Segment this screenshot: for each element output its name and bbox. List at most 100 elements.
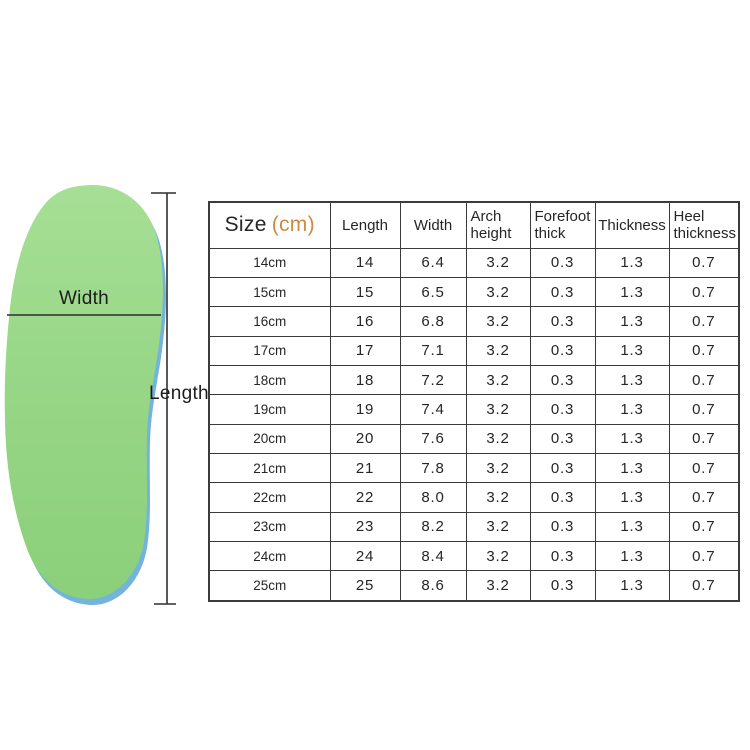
table-row: 17cm 17 7.1 3.2 0.3 1.3 0.7: [208, 335, 740, 366]
table-row: 24cm 24 8.4 3.2 0.3 1.3 0.7: [208, 540, 740, 572]
value-cell: 1.3: [594, 570, 670, 602]
value-cell: 0.3: [529, 394, 596, 425]
size-table: Size (cm) Length Width Arch height Forefoot …: [208, 201, 740, 602]
table-row: 16cm 16 6.8 3.2 0.3 1.3 0.7: [208, 306, 740, 337]
value-cell: 20: [329, 423, 401, 454]
value-cell: 1.3: [594, 276, 670, 308]
value-cell: 1.3: [594, 423, 670, 454]
table-row: 14cm 14 6.4 3.2 0.3 1.3 0.7: [208, 247, 740, 278]
value-cell: 1.3: [594, 247, 670, 278]
size-header-text: Size: [224, 213, 267, 237]
column-header: Width: [399, 201, 467, 249]
value-cell: 7.8: [399, 452, 467, 484]
value-cell: 0.7: [668, 364, 740, 396]
table-row: 19cm 19 7.4 3.2 0.3 1.3 0.7: [208, 394, 740, 425]
insole-diagram: [4, 184, 176, 606]
value-cell: 8.6: [399, 570, 467, 602]
value-cell: 15: [329, 276, 401, 308]
table-row: 23cm 23 8.2 3.2 0.3 1.3 0.7: [208, 511, 740, 542]
value-cell: 0.7: [668, 482, 740, 513]
size-cell: 23cm: [208, 511, 331, 542]
value-cell: 3.2: [465, 247, 531, 278]
value-cell: 7.1: [399, 335, 467, 366]
size-column-header: Size (cm): [208, 201, 331, 249]
value-cell: 17: [329, 335, 401, 366]
size-cell: 24cm: [208, 540, 331, 572]
value-cell: 3.2: [465, 364, 531, 396]
table-row: 20cm 20 7.6 3.2 0.3 1.3 0.7: [208, 423, 740, 454]
value-cell: 3.2: [465, 276, 531, 308]
value-cell: 1.3: [594, 511, 670, 542]
value-cell: 1.3: [594, 482, 670, 513]
value-cell: 0.7: [668, 511, 740, 542]
value-cell: 8.0: [399, 482, 467, 513]
value-cell: 3.2: [465, 306, 531, 337]
size-cell: 22cm: [208, 482, 331, 513]
value-cell: 19: [329, 394, 401, 425]
size-header-unit: (cm): [271, 213, 315, 237]
value-cell: 1.3: [594, 335, 670, 366]
value-cell: 6.8: [399, 306, 467, 337]
column-header: Forefoot thick: [529, 201, 596, 249]
value-cell: 7.2: [399, 364, 467, 396]
size-cell: 16cm: [208, 306, 331, 337]
value-cell: 8.2: [399, 511, 467, 542]
value-cell: 16: [329, 306, 401, 337]
value-cell: 8.4: [399, 540, 467, 572]
table-row: 18cm 18 7.2 3.2 0.3 1.3 0.7: [208, 364, 740, 396]
value-cell: 0.3: [529, 570, 596, 602]
insole-shape: [4, 184, 163, 600]
value-cell: 3.2: [465, 452, 531, 484]
value-cell: 0.3: [529, 335, 596, 366]
value-cell: 0.3: [529, 423, 596, 454]
value-cell: 0.7: [668, 306, 740, 337]
value-cell: 0.7: [668, 335, 740, 366]
column-header: Length: [329, 201, 401, 249]
value-cell: 25: [329, 570, 401, 602]
value-cell: 7.6: [399, 423, 467, 454]
value-cell: 0.3: [529, 247, 596, 278]
value-cell: 1.3: [594, 306, 670, 337]
size-cell: 25cm: [208, 570, 331, 602]
length-dimension-label: Length: [149, 383, 209, 404]
table-row: 21cm 21 7.8 3.2 0.3 1.3 0.7: [208, 452, 740, 484]
value-cell: 21: [329, 452, 401, 484]
value-cell: 14: [329, 247, 401, 278]
value-cell: 24: [329, 540, 401, 572]
value-cell: 6.5: [399, 276, 467, 308]
value-cell: 0.7: [668, 394, 740, 425]
value-cell: 0.3: [529, 511, 596, 542]
table-row: 22cm 22 8.0 3.2 0.3 1.3 0.7: [208, 482, 740, 513]
width-dimension-label: Width: [58, 288, 110, 309]
value-cell: 7.4: [399, 394, 467, 425]
column-header: Thickness: [594, 201, 670, 249]
size-cell: 17cm: [208, 335, 331, 366]
column-header: Arch height: [465, 201, 531, 249]
value-cell: 0.3: [529, 452, 596, 484]
size-cell: 20cm: [208, 423, 331, 454]
value-cell: 1.3: [594, 452, 670, 484]
column-header: Heel thickness: [668, 201, 740, 249]
value-cell: 6.4: [399, 247, 467, 278]
value-cell: 23: [329, 511, 401, 542]
value-cell: 3.2: [465, 482, 531, 513]
value-cell: 3.2: [465, 570, 531, 602]
value-cell: 0.7: [668, 247, 740, 278]
table-row: 15cm 15 6.5 3.2 0.3 1.3 0.7: [208, 276, 740, 308]
value-cell: 3.2: [465, 511, 531, 542]
value-cell: 0.7: [668, 570, 740, 602]
value-cell: 0.7: [668, 423, 740, 454]
value-cell: 0.7: [668, 276, 740, 308]
size-cell: 14cm: [208, 247, 331, 278]
value-cell: 0.3: [529, 364, 596, 396]
value-cell: 3.2: [465, 394, 531, 425]
size-cell: 19cm: [208, 394, 331, 425]
value-cell: 0.7: [668, 452, 740, 484]
value-cell: 18: [329, 364, 401, 396]
table-row: 25cm 25 8.6 3.2 0.3 1.3 0.7: [208, 570, 740, 602]
value-cell: 0.7: [668, 540, 740, 572]
value-cell: 3.2: [465, 335, 531, 366]
value-cell: 0.3: [529, 540, 596, 572]
value-cell: 0.3: [529, 276, 596, 308]
